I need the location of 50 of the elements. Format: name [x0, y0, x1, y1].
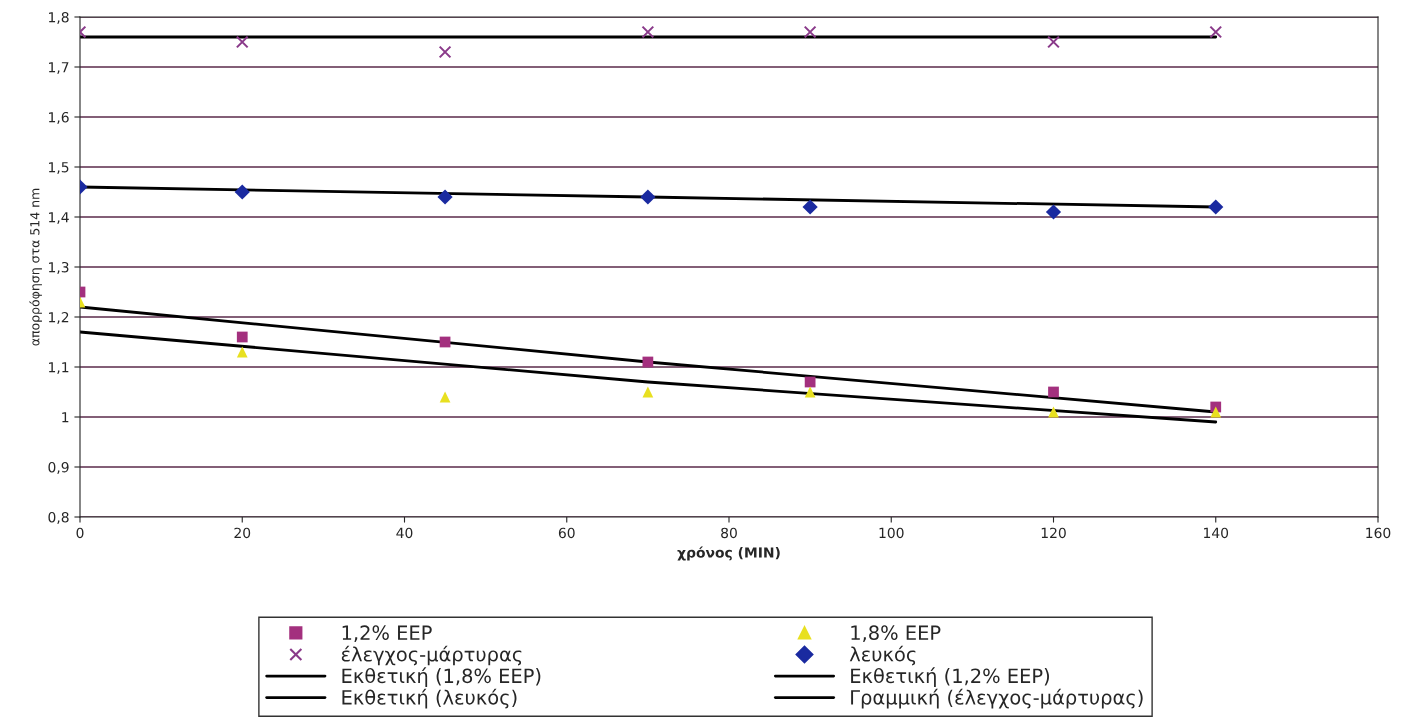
point	[804, 386, 816, 398]
y-tick-label: 1,2	[49, 311, 69, 324]
legend-label: λευκός	[849, 645, 916, 666]
x-tick-label: 140	[1204, 527, 1229, 539]
legend-label: 1,2% EEP	[342, 625, 432, 643]
point	[1208, 199, 1224, 215]
point	[234, 184, 250, 200]
legend-label: έλεγχος-μάρτυρας	[341, 645, 522, 666]
point	[640, 189, 656, 205]
x-tick-label: 120	[1041, 527, 1066, 539]
legend-label: 1,8% EEP	[851, 625, 941, 643]
point	[803, 25, 817, 39]
point	[642, 386, 654, 398]
legend-label: Εκθετική (1,2% EEP)	[851, 667, 1050, 687]
point	[641, 25, 655, 39]
x-tick-label: 80	[721, 527, 737, 539]
y-tick-label: 1,4	[49, 212, 69, 224]
point	[1045, 204, 1062, 220]
y-tick-label: 1,1	[49, 362, 69, 374]
y-tick-label: 1,3	[49, 261, 69, 274]
legend-label: Εκθετική (1,8% EEP)	[342, 667, 541, 687]
x-tick-label: 100	[879, 527, 904, 539]
y-tick-label: 1,8	[49, 11, 69, 24]
legend-label: Εκθετική (λευκός)	[342, 688, 517, 709]
point	[1209, 25, 1223, 39]
x-tick-label: 20	[234, 527, 251, 539]
x-tick-label: 160	[1366, 527, 1391, 539]
legend-label: Γραμμική (έλεγχος-μάρτυρας)	[851, 688, 1143, 709]
point	[1210, 406, 1222, 418]
point	[1048, 386, 1059, 398]
point	[804, 376, 816, 388]
y-tick-label: 0,8	[48, 511, 69, 524]
point	[235, 35, 249, 49]
y-tick-label: 1,5	[49, 162, 69, 174]
x-tick-label: 0	[76, 527, 84, 539]
y-tick-label: 1	[62, 412, 69, 423]
x-tick-label: 60	[558, 527, 575, 539]
point	[236, 346, 248, 358]
point	[236, 331, 248, 343]
point	[438, 45, 452, 59]
y-tick-label: 1,7	[49, 62, 69, 74]
y-axis-title: απορρόφηση στα 514 nm	[29, 188, 42, 346]
x-axis-title: χρόνος (MIN)	[677, 546, 780, 561]
y-tick-label: 0,9	[48, 461, 69, 474]
point	[642, 356, 654, 368]
point	[1047, 35, 1060, 49]
y-tick-label: 1,6	[49, 111, 69, 124]
point	[437, 189, 453, 205]
x-tick-label: 40	[396, 527, 413, 539]
point	[802, 199, 818, 215]
